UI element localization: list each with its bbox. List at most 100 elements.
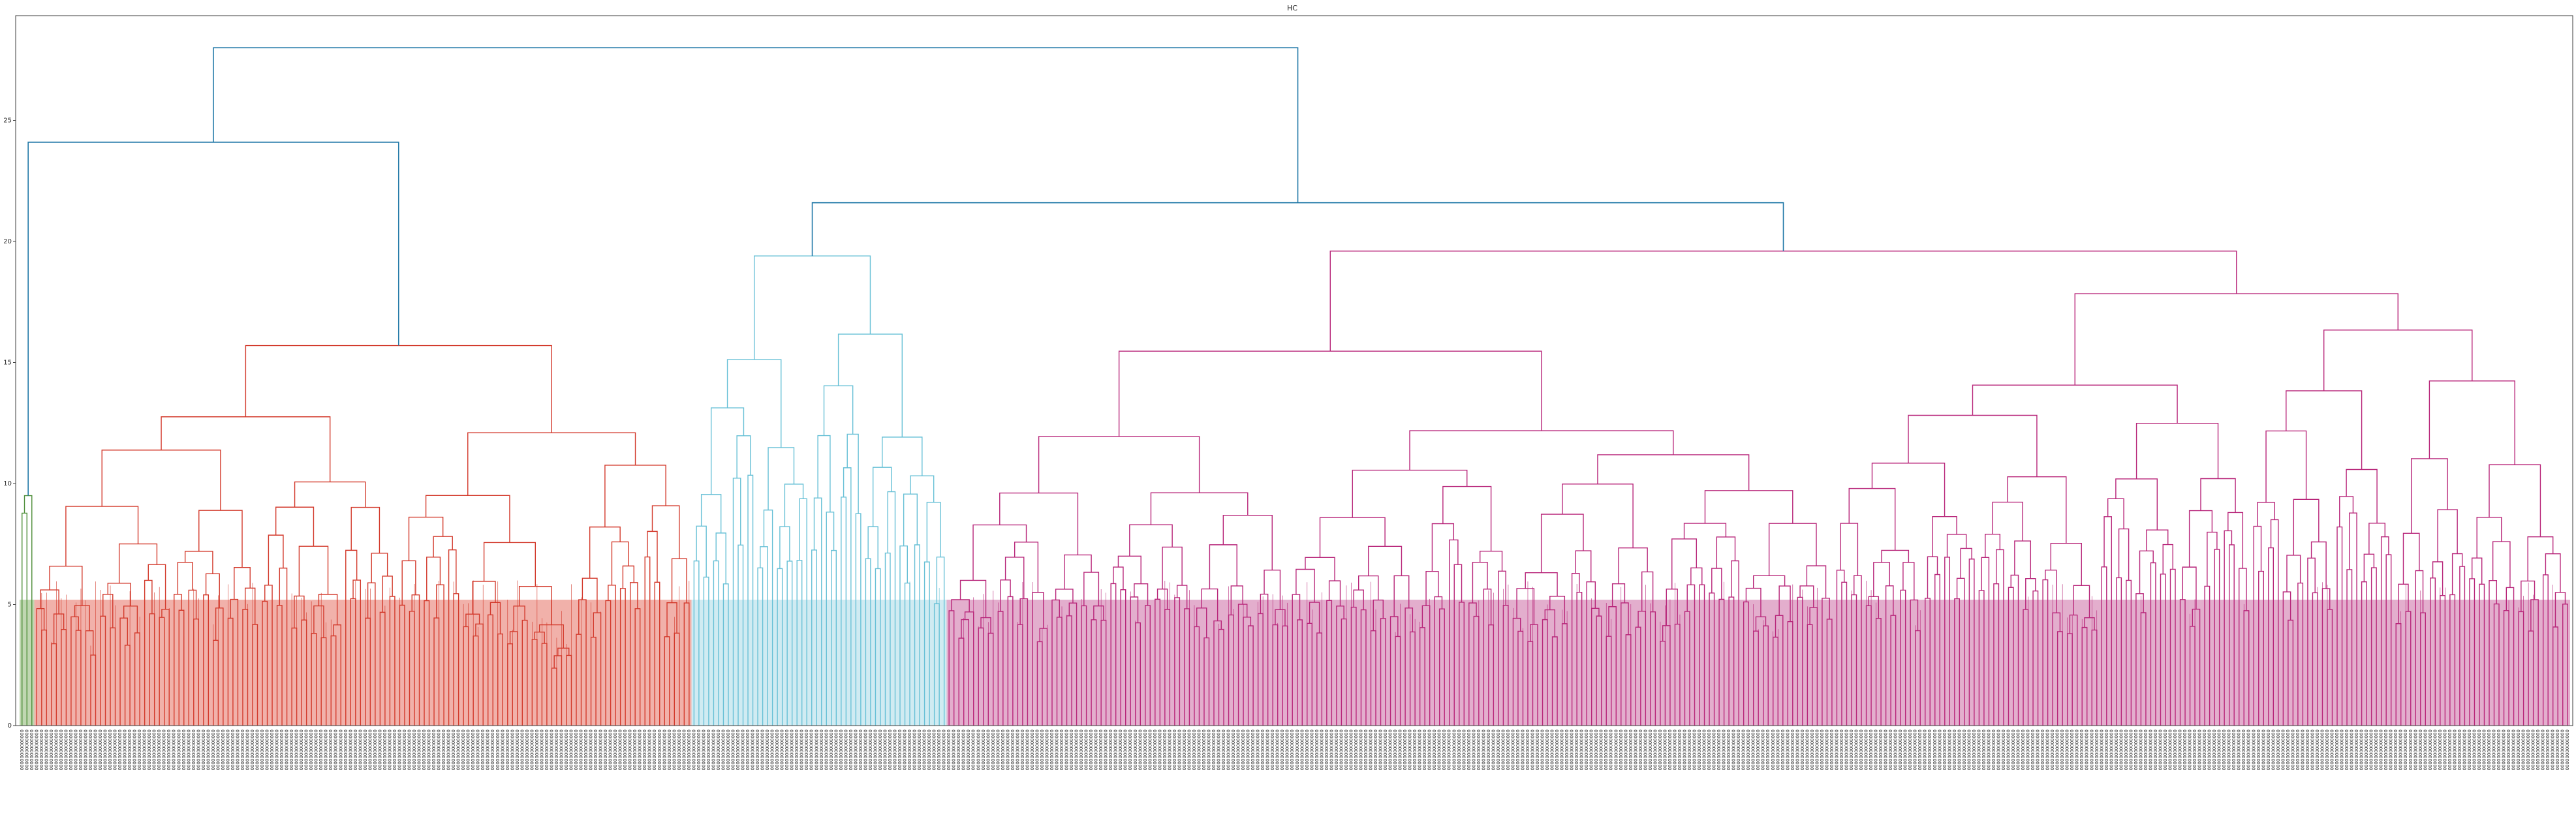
leaf-label: 00000000000000 [2197,730,2203,770]
leaf-label: 00000000000000 [2467,730,2472,770]
dendrogram-link [1517,630,1524,726]
leaf-label: 00000000000000 [186,730,191,770]
dendrogram-link [1768,523,1817,576]
leaf-label: 00000000000000 [1275,730,1280,770]
leaf-label: 00000000000000 [1153,730,1158,770]
leaf-label: 00000000000000 [2462,730,2467,770]
leaf-label: 00000000000000 [510,730,515,770]
leaf-label: 00000000000000 [1790,730,1795,770]
leaf-label: 00000000000000 [1334,730,1339,770]
dendrogram-link [671,558,687,604]
dendrogram-link [118,543,158,583]
dendrogram-link [997,611,1004,726]
leaf-label: 00000000000000 [2398,730,2404,770]
dendrogram-link [489,602,501,634]
leaf-label: 00000000000000 [1535,730,1540,770]
leaf-label: 00000000000000 [608,730,613,770]
dendrogram-link [1927,556,1938,598]
leaf-label: 00000000000000 [1888,730,1893,770]
leaf-label: 00000000000000 [2163,730,2168,770]
leaf-label: 00000000000000 [1584,730,1589,770]
leaf-label: 00000000000000 [44,730,49,770]
leaf-label: 00000000000000 [289,730,294,770]
dendrogram-link [1038,436,1200,493]
leaf-label: 00000000000000 [2079,730,2085,770]
leaf-label: 00000000000000 [1884,730,1889,770]
leaf-label: 00000000000000 [1491,730,1496,770]
leaf-label: 00000000000000 [593,730,598,770]
dendrogram-link [2554,592,2566,627]
leaf-label: 00000000000000 [113,730,118,770]
dendrogram-link [703,576,709,726]
leaf-label: 00000000000000 [839,730,844,770]
leaf-label: 00000000000000 [1530,730,1535,770]
leaf-label: 00000000000000 [2496,730,2502,770]
leaf-label: 00000000000000 [1098,730,1104,770]
dendrogram-link [1544,609,1556,637]
leaf-label: 00000000000000 [721,730,726,770]
leaf-label: 00000000000000 [2521,730,2526,770]
leaf-label: 00000000000000 [1422,730,1427,770]
leaf-label: 00000000000000 [1780,730,1786,770]
leaf-label: 00000000000000 [1810,730,1815,770]
dendrogram-link [817,435,831,512]
dendrogram-link [1875,618,1882,726]
leaf-label: 00000000000000 [1908,730,1913,770]
leaf-label: 00000000000000 [2207,730,2212,770]
leaf-label: 00000000000000 [554,730,559,770]
leaf-label: 00000000000000 [981,730,986,770]
leaf-label: 00000000000000 [1795,730,1800,770]
leaf-label: 00000000000000 [2001,730,2006,770]
leaf-label: 00000000000000 [166,730,172,770]
leaf-label: 00000000000000 [108,730,113,770]
leaf-label: 00000000000000 [623,730,628,770]
leaf-label: 00000000000000 [848,730,854,770]
dendrogram-link [371,553,388,583]
dendrogram-link [497,633,503,726]
dendrogram-link [1368,546,1403,576]
leaf-label: 00000000000000 [1157,730,1162,770]
leaf-label: 00000000000000 [1824,730,1829,770]
dendrogram-link [2489,580,2497,726]
dendrogram-link [1752,630,1759,726]
dendrogram-link [350,506,380,553]
leaf-label: 00000000000000 [2006,730,2011,770]
leaf-label: 00000000000000 [2354,730,2359,770]
leaf-label: 00000000000000 [2487,730,2492,770]
dendrogram-link [1704,490,1793,524]
leaf-label: 00000000000000 [2134,730,2139,770]
dendrogram-link [796,560,803,726]
leaf-label: 00000000000000 [917,730,922,770]
dendrogram-link [382,576,393,613]
leaf-label: 00000000000000 [162,730,167,770]
leaf-label: 00000000000000 [1496,730,1501,770]
leaf-label: 00000000000000 [1461,730,1466,770]
leaf-label: 00000000000000 [799,730,805,770]
dendrogram-link [1586,581,1596,726]
dendrogram-link [737,544,744,726]
leaf-label: 00000000000000 [809,730,815,770]
dendrogram-link [757,567,764,726]
dendrogram-link [1328,580,1341,606]
leaf-label: 00000000000000 [2045,730,2051,770]
leaf-label: 00000000000000 [888,730,893,770]
leaf-label: 00000000000000 [486,730,491,770]
dendrogram-link [1395,636,1401,726]
leaf-label: 00000000000000 [1859,730,1864,770]
leaf-label: 00000000000000 [490,730,495,770]
leaf-label: 00000000000000 [78,730,84,770]
leaf-label: 00000000000000 [63,730,69,770]
leaf-label: 00000000000000 [716,730,721,770]
leaf-label: 00000000000000 [618,730,623,770]
leaf-label: 00000000000000 [476,730,481,770]
leaf-label: 00000000000000 [431,730,437,770]
leaf-label: 00000000000000 [1613,730,1619,770]
leaf-label: 00000000000000 [1844,730,1849,770]
leaf-label: 00000000000000 [309,730,314,770]
leaf-label: 00000000000000 [922,730,927,770]
leaf-label: 00000000000000 [2511,730,2517,770]
leaf-label: 00000000000000 [1172,730,1177,770]
leaf-label: 00000000000000 [2418,730,2423,770]
leaf-label: 00000000000000 [343,730,349,770]
dendrogram-link [1352,469,1468,518]
